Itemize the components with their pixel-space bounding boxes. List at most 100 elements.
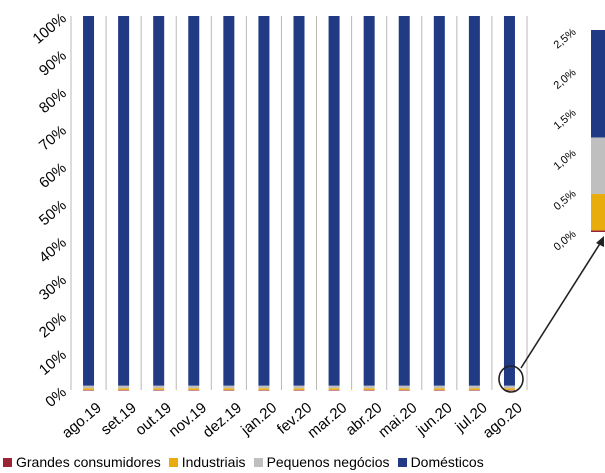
y-tick-label: 10% — [36, 346, 70, 378]
bar-segment — [118, 388, 130, 390]
y-tick-label: 50% — [36, 197, 70, 229]
legend-swatch — [397, 457, 407, 467]
bar-segment — [118, 16, 130, 386]
bar-segment — [188, 388, 200, 390]
zoom-bar-segment — [591, 230, 605, 232]
zoom-callout — [498, 236, 604, 393]
bar-segment — [468, 16, 480, 386]
zoom-y-tick-label: 1,5% — [552, 107, 579, 132]
bar-segment — [468, 389, 480, 391]
bar-segment — [503, 16, 515, 386]
bar-segment — [503, 388, 515, 390]
bar-segment — [293, 389, 305, 391]
bar-segment — [433, 389, 445, 391]
bar-segment — [83, 385, 95, 389]
bar-segment — [223, 385, 235, 389]
bar-segment — [153, 16, 165, 386]
bar-segment — [398, 388, 410, 390]
x-tick-label: set.19 — [98, 399, 140, 438]
bar-segment — [223, 389, 235, 391]
legend-label: Pequenos negócios — [266, 454, 390, 470]
legend-label: Industriais — [181, 454, 246, 470]
bar-segment — [328, 388, 340, 390]
bar-segment — [468, 385, 480, 389]
bar-segment — [293, 388, 305, 390]
bar-segment — [433, 388, 445, 390]
y-tick-label: 100% — [29, 10, 69, 48]
bar-segment — [258, 385, 270, 389]
bar-segment — [258, 16, 270, 386]
x-tick-label: jan.20 — [237, 399, 280, 439]
zoom-y-tick-label: 2,5% — [552, 26, 579, 51]
x-tick-label: nov.19 — [165, 399, 210, 440]
y-tick-label: 30% — [36, 272, 70, 304]
chart-legend: Grandes consumidores Industriais Pequeno… — [0, 452, 605, 472]
x-tick-label: jun.20 — [413, 399, 456, 439]
x-tick-label: mai.20 — [375, 399, 420, 441]
bar-segment — [293, 16, 305, 386]
legend-item-domesticos: Domésticos — [397, 454, 484, 470]
y-tick-label: 60% — [36, 159, 70, 191]
bar-segment — [153, 389, 165, 391]
legend-swatch — [168, 457, 178, 467]
bar-segment — [118, 385, 130, 389]
y-tick-label: 90% — [36, 47, 70, 79]
legend-item-grandes-consumidores: Grandes consumidores — [3, 454, 161, 470]
x-tick-label: dez.19 — [200, 399, 245, 441]
bar-segment — [328, 385, 340, 389]
bar-segment — [188, 389, 200, 391]
bar-segment — [363, 385, 375, 389]
zoom-arrow-line — [520, 241, 602, 369]
bar-segment — [503, 385, 515, 389]
bar-segment — [328, 16, 340, 386]
y-tick-label: 0% — [42, 384, 70, 411]
bar-segment — [118, 389, 130, 391]
y-tick-label: 40% — [36, 234, 70, 266]
bar-segment — [83, 16, 95, 386]
main-stacked-bar-chart: 0% 10% 20% 30% 40% 50% 60% 70% 80% 90%100% ago.19s… — [29, 10, 528, 442]
bar-segment — [363, 388, 375, 390]
bar-segment — [328, 389, 340, 391]
bar-segment — [398, 16, 410, 386]
zoom-bar-segment — [591, 137, 605, 195]
bar-segment — [258, 388, 270, 390]
legend-item-industriais: Industriais — [168, 454, 246, 470]
bar-segment — [258, 389, 270, 391]
bar-segment — [398, 385, 410, 389]
bar-segment — [83, 388, 95, 390]
bar-segment — [83, 389, 95, 391]
bar-segment — [398, 389, 410, 391]
legend-label: Domésticos — [410, 454, 484, 470]
bar-segment — [363, 16, 375, 386]
bar-segment — [153, 385, 165, 389]
x-tick-label: mar.20 — [304, 399, 350, 442]
zoom-arrow-head — [596, 236, 604, 247]
zoom-y-tick-label: 0,0% — [552, 228, 579, 253]
legend-swatch — [253, 457, 263, 467]
zoom-bar-segment — [591, 30, 605, 138]
bar-segment — [223, 16, 235, 386]
bar-segment — [503, 389, 515, 391]
y-tick-label: 20% — [36, 309, 70, 341]
zoom-stacked-bar-chart: 0,0% 0,5% 1,0% 1,5% 2,0% 2,5% — [552, 26, 605, 253]
x-tick-label: ago.19 — [59, 399, 105, 442]
zoom-y-tick-label: 2,0% — [552, 66, 579, 91]
bar-segment — [188, 16, 200, 386]
legend-item-pequenos-negocios: Pequenos negócios — [253, 454, 390, 470]
zoom-y-tick-label: 1,0% — [552, 147, 579, 172]
bar-segment — [223, 388, 235, 390]
x-tick-label: ago.20 — [480, 399, 526, 442]
bar-segment — [188, 385, 200, 389]
legend-label: Grandes consumidores — [16, 454, 161, 470]
bar-segment — [293, 385, 305, 389]
bar-segment — [153, 388, 165, 390]
y-tick-label: 80% — [36, 85, 70, 117]
bar-segment — [468, 388, 480, 390]
y-tick-label: 70% — [36, 122, 70, 154]
bar-segment — [433, 385, 445, 389]
zoom-y-tick-label: 0,5% — [552, 188, 579, 213]
zoom-bar-segment — [591, 194, 605, 231]
x-tick-label: out.19 — [132, 399, 175, 439]
legend-swatch — [3, 457, 12, 467]
